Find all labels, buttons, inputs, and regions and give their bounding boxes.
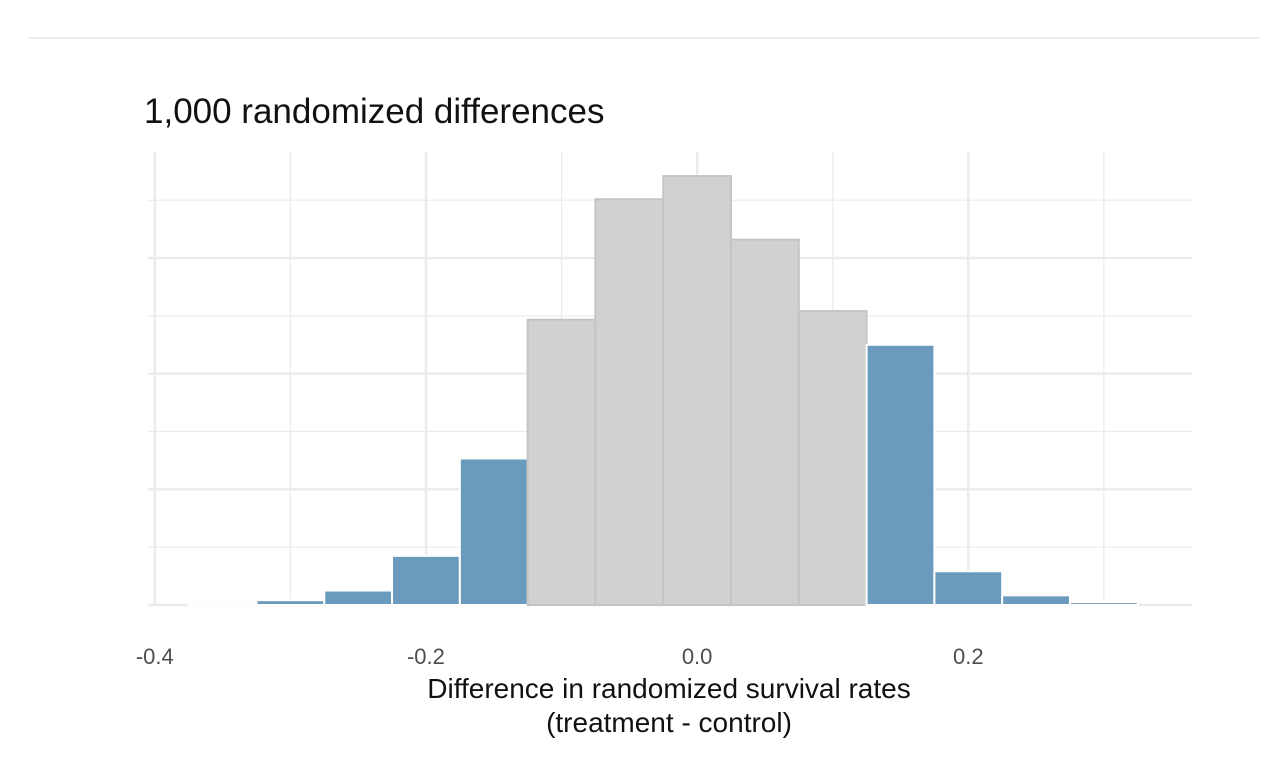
histogram-bar-center bbox=[526, 318, 597, 606]
x-tick-label: 0.2 bbox=[953, 644, 984, 669]
histogram-bar-tail bbox=[865, 343, 936, 606]
histogram-bar-center bbox=[797, 310, 868, 606]
histogram-bar-tail bbox=[933, 570, 1004, 606]
histogram-bar-tail bbox=[1068, 601, 1139, 607]
histogram-bar-tail bbox=[187, 603, 258, 607]
histogram-bar-center bbox=[594, 198, 665, 606]
chart-title: 1,000 randomized differences bbox=[144, 92, 605, 131]
histogram-bar-center bbox=[730, 238, 800, 607]
x-axis-label-sub: (treatment - control) bbox=[546, 707, 792, 738]
histogram-bar-tail bbox=[323, 589, 394, 606]
x-axis-label: Difference in randomized survival rates … bbox=[0, 672, 1288, 740]
histogram-bar-tail bbox=[458, 457, 529, 606]
top-divider bbox=[28, 37, 1260, 39]
x-tick-label: -0.4 bbox=[136, 644, 174, 669]
histogram-bar-tail bbox=[1001, 594, 1071, 606]
histogram-bar-tail bbox=[391, 554, 461, 606]
x-axis-label-main: Difference in randomized survival rates bbox=[427, 673, 911, 704]
x-tick-label: 0.0 bbox=[682, 644, 713, 669]
histogram-bar-center bbox=[662, 175, 733, 607]
x-tick-label: -0.2 bbox=[407, 644, 445, 669]
histogram-bar-tail bbox=[255, 599, 326, 606]
